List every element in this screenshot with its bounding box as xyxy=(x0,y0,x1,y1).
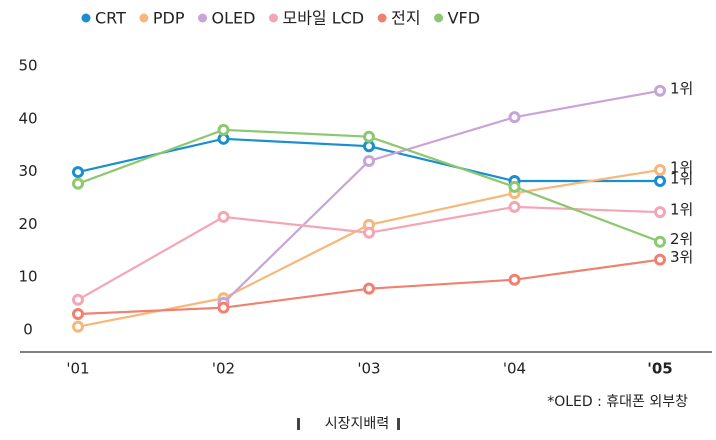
y-tick-label: 0 xyxy=(23,320,33,338)
rank-label: 1위 xyxy=(670,201,693,219)
y-tick-label: 10 xyxy=(18,268,37,286)
legend-marker xyxy=(268,13,278,23)
x-tick-label: '03 xyxy=(357,360,380,378)
data-point xyxy=(72,177,84,190)
x-tick-label: '04 xyxy=(503,360,526,378)
data-point xyxy=(363,154,375,167)
y-tick-label: 20 xyxy=(18,215,37,233)
data-point xyxy=(217,123,230,136)
legend-marker xyxy=(377,13,387,23)
data-point xyxy=(363,282,375,295)
legend-label: CRT xyxy=(95,9,126,28)
data-point xyxy=(654,253,666,266)
legend-marker xyxy=(81,13,91,23)
data-point xyxy=(508,180,521,193)
data-point xyxy=(363,226,375,239)
data-point xyxy=(72,293,84,306)
legend-label: PDP xyxy=(153,9,185,28)
data-point xyxy=(217,210,230,223)
legend-marker xyxy=(434,13,444,23)
y-tick-label: 30 xyxy=(18,162,37,180)
legend-marker xyxy=(139,13,149,23)
rank-label: 2위 xyxy=(670,230,693,248)
caption-bar xyxy=(397,418,400,430)
data-point xyxy=(508,111,521,124)
caption: 시장지배력 xyxy=(325,416,389,432)
x-tick-label: '05 xyxy=(647,360,672,378)
data-point xyxy=(72,308,84,321)
rank-label: 1위 xyxy=(670,158,693,176)
data-point xyxy=(508,273,521,286)
legend-label: VFD xyxy=(448,9,480,28)
legend-label: 전지 xyxy=(391,9,420,28)
y-tick-label: 40 xyxy=(18,109,37,127)
caption-bar xyxy=(297,418,300,430)
data-point xyxy=(72,166,84,179)
data-point xyxy=(72,320,84,333)
series-line xyxy=(77,168,661,328)
data-point xyxy=(654,206,666,219)
footnote: *OLED : 휴대폰 외부창 xyxy=(547,394,688,410)
y-tick-label: 50 xyxy=(18,57,37,75)
data-point xyxy=(654,163,666,176)
legend: CRT PDP OLED 모바일 LCD 전지 VFD xyxy=(81,9,480,28)
data-point xyxy=(654,235,666,248)
rank-label: 1위 xyxy=(670,170,693,188)
data-point xyxy=(508,200,521,213)
x-tick-label: '01 xyxy=(66,360,89,378)
x-tick-label: '02 xyxy=(212,360,235,378)
data-point xyxy=(363,140,375,153)
data-point xyxy=(363,130,375,143)
legend-label: OLED xyxy=(212,9,256,28)
rank-label: 1위 xyxy=(670,79,693,97)
data-point xyxy=(217,301,230,314)
legend-label: 모바일 LCD xyxy=(282,9,364,28)
series-line xyxy=(222,89,661,304)
legend-marker xyxy=(198,13,208,23)
data-point xyxy=(654,175,666,188)
rank-label: 3위 xyxy=(670,248,693,266)
data-point xyxy=(654,84,666,97)
